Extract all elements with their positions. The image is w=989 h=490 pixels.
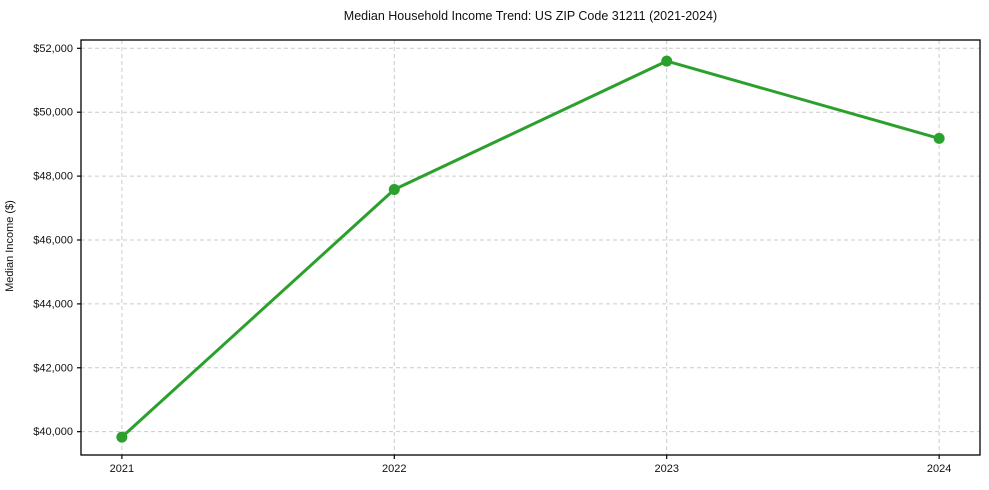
x-tick-label: 2023 (654, 463, 678, 475)
y-tick-label: $40,000 (33, 426, 73, 438)
y-tick-label: $52,000 (33, 43, 73, 55)
trend-line (120, 59, 941, 439)
chart-title: Median Household Income Trend: US ZIP Co… (343, 9, 718, 23)
x-tick-label: 2021 (110, 463, 134, 475)
x-tick-label: 2022 (382, 463, 406, 475)
data-point (933, 132, 945, 144)
x-tick-label: 2024 (927, 463, 951, 475)
y-tick-label: $50,000 (33, 107, 73, 119)
plot-frame (80, 39, 981, 456)
data-point (116, 431, 128, 443)
y-tick-label: $48,000 (33, 171, 73, 183)
data-point (661, 55, 673, 67)
y-tick-label: $42,000 (33, 362, 73, 374)
data-point (388, 184, 400, 196)
y-tick-label: $44,000 (33, 298, 73, 310)
y-tick-label: $46,000 (33, 234, 73, 246)
